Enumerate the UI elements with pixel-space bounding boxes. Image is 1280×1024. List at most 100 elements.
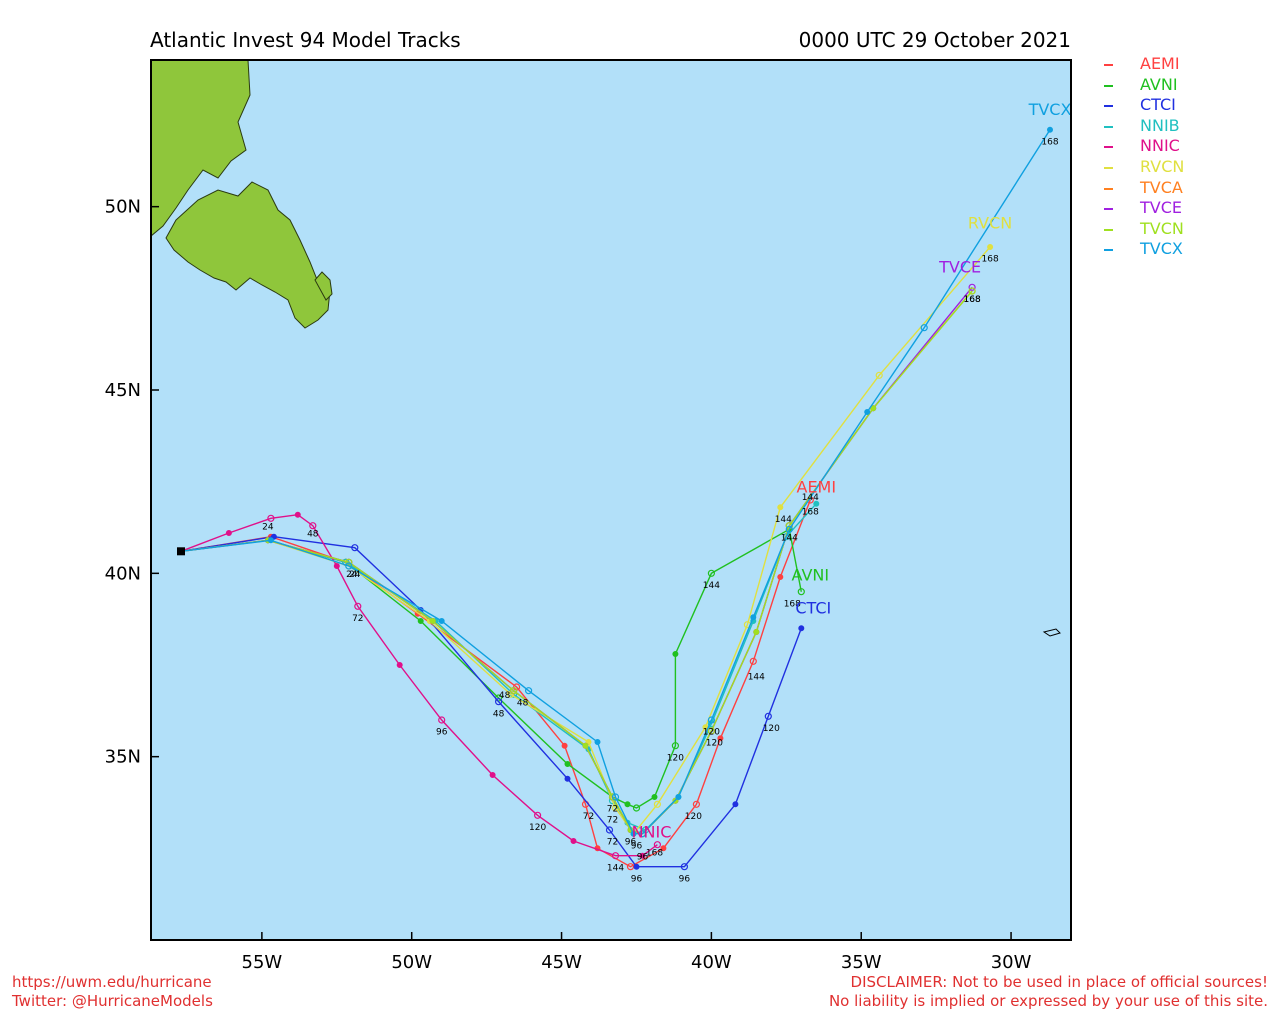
footer-disclaimer: DISCLAIMER: Not to be used in place of o… <box>829 973 1268 1011</box>
forecast-hour-label: 96 <box>679 874 691 884</box>
track-point-ctci <box>764 712 772 720</box>
map-frame <box>150 59 1072 941</box>
track-point-nnic <box>489 771 496 778</box>
track-point-tvcx <box>1046 126 1053 133</box>
legend-label: AVNI <box>1140 74 1178 94</box>
track-point-nnic <box>225 529 232 536</box>
track-tvcx <box>180 129 1051 835</box>
track-point-avni <box>797 588 805 596</box>
track-point-tvcx <box>675 793 682 800</box>
legend-swatch <box>1104 125 1113 128</box>
track-point-tvcx <box>524 687 533 695</box>
track-point-rvcn <box>777 504 784 511</box>
track-point-nnic <box>639 852 646 859</box>
legend-label: CTCI <box>1140 95 1176 115</box>
forecast-hour-label: 120 <box>706 739 723 749</box>
track-point-aemi <box>561 742 568 749</box>
track-point-avni <box>624 801 631 808</box>
legend-label: NNIB <box>1140 115 1180 135</box>
forecast-hour-label: 168 <box>784 599 801 609</box>
track-point-avni <box>417 617 424 624</box>
forecast-hour-label: 144 <box>775 515 792 525</box>
legend-label: RVCN <box>1140 156 1185 176</box>
legend-label: TVCA <box>1140 177 1183 197</box>
track-point-aemi <box>692 800 701 808</box>
forecast-hour-label: 168 <box>964 295 981 305</box>
track-point-ctci <box>732 801 739 808</box>
forecast-hour-label: 144 <box>802 493 819 503</box>
forecast-hour-label: 120 <box>667 753 684 763</box>
forecast-hour-label: 48 <box>307 530 319 540</box>
end-label-nnic: NNIC <box>632 822 672 841</box>
track-ctci <box>180 535 802 868</box>
forecast-hour-label: 96 <box>436 728 448 738</box>
track-point-tvcx <box>611 793 620 801</box>
forecast-hour-label: 120 <box>763 724 780 734</box>
track-point-ctci <box>495 698 503 706</box>
model-tracks <box>180 126 1053 871</box>
track-point-nnic <box>396 661 403 668</box>
track-point-nnic <box>653 841 662 849</box>
forecast-hour-label: 72 <box>352 614 363 624</box>
track-point-nnic <box>611 852 620 860</box>
forecast-hour-label: 48 <box>493 709 505 719</box>
track-point-nnic <box>533 811 542 819</box>
track-point-tvcx <box>750 614 757 621</box>
forecast-hour-label: 24 <box>349 570 361 580</box>
forecast-hour-label: 72 <box>607 816 618 826</box>
disclaimer-line-1: DISCLAIMER: Not to be used in place of o… <box>850 973 1268 991</box>
track-point-tvcx <box>594 738 601 745</box>
forecast-hour-label: 96 <box>625 838 637 848</box>
forecast-hour-label: 96 <box>631 874 643 884</box>
end-label-tvcx: TVCX <box>1028 100 1072 119</box>
track-rvcn <box>180 246 991 835</box>
track-point-tvcx <box>345 562 353 570</box>
newfoundland-landmass <box>150 59 1061 637</box>
forecast-hour-label: 120 <box>529 823 546 833</box>
track-point-rvcn <box>585 738 592 745</box>
forecast-hour-label: 120 <box>685 812 702 822</box>
track-point-tvcn <box>509 687 518 695</box>
track-point-nnib <box>813 500 820 507</box>
forecast-hour-label: 96 <box>637 852 649 862</box>
end-label-tvce: TVCE <box>938 258 981 277</box>
track-point-tvcx <box>785 525 793 533</box>
track-point-nnic <box>309 522 317 530</box>
lon-tick-label: 35W <box>841 952 882 973</box>
track-point-aemi <box>717 735 724 742</box>
forecast-hour-label: 96 <box>631 841 643 851</box>
end-label-avni: AVNI <box>792 566 830 585</box>
map-timestamp: 0000 UTC 29 October 2021 <box>798 28 1071 52</box>
lat-tick-label: 50N <box>105 197 141 218</box>
forecast-hour-label: 24 <box>262 522 274 532</box>
lat-tick-label: 45N <box>105 380 141 401</box>
track-point-nnic <box>354 602 362 610</box>
track-point-tvcx <box>267 537 274 544</box>
track-point-avni <box>707 569 716 577</box>
track-point-ctci <box>633 863 640 870</box>
legend-swatch <box>1104 208 1113 211</box>
footer-links: https://uwm.edu/hurricane Twitter: @Hurr… <box>12 973 213 1011</box>
map-title: Atlantic Invest 94 Model Tracks <box>150 28 461 52</box>
forecast-hour-label: 144 <box>748 673 765 683</box>
legend-swatch <box>1104 64 1113 66</box>
forecast-hour-label: 144 <box>703 581 720 591</box>
forecast-hour-label: 144 <box>607 863 624 873</box>
forecast-hour-label: 144 <box>781 533 798 543</box>
track-point-nnic <box>570 837 577 844</box>
lon-tick-label: 45W <box>541 952 582 973</box>
footer-url-link[interactable]: https://uwm.edu/hurricane <box>12 973 212 991</box>
legend-swatch <box>1104 166 1113 169</box>
track-point-tvcn <box>707 727 716 735</box>
legend-swatch <box>1104 84 1113 87</box>
forecast-hour-label: 24 <box>346 570 358 580</box>
track-point-tvcx <box>864 409 871 416</box>
forecast-hour-label: 120 <box>703 728 720 738</box>
legend-swatch <box>1104 105 1113 108</box>
legend-swatch <box>1104 249 1113 252</box>
forecast-hour-label: 72 <box>607 805 618 815</box>
disclaimer-line-2: No liability is implied or expressed by … <box>828 992 1268 1010</box>
lon-tick-label: 50W <box>391 952 432 973</box>
track-point-avni <box>651 793 658 800</box>
